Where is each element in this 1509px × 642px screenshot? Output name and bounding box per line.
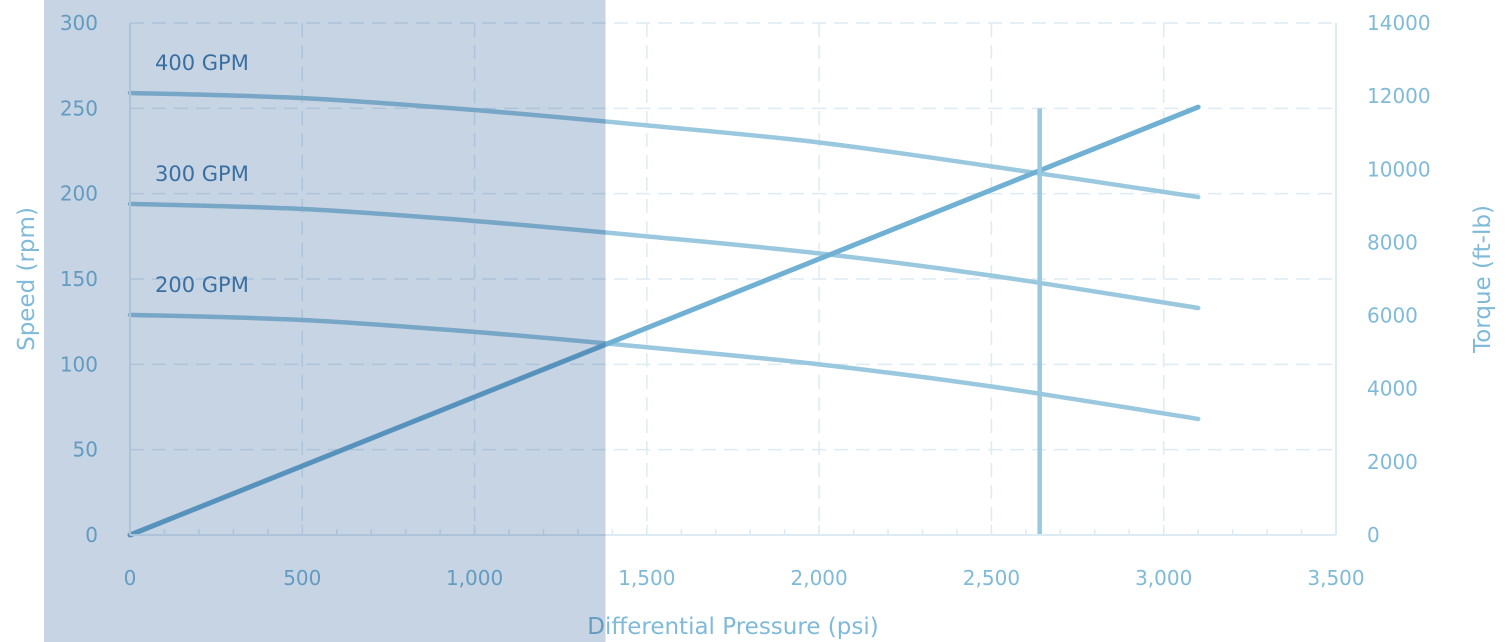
y2-axis-title: Torque (ft-lb) (1470, 205, 1496, 354)
y2-tick-label: 14000 (1367, 11, 1431, 35)
x-tick-label: 2,500 (963, 566, 1020, 590)
x-tick-label: 2,000 (791, 566, 848, 590)
x-tick-label: 3,500 (1307, 566, 1364, 590)
y2-tick-label: 0 (1367, 523, 1380, 547)
y2-tick-label: 4000 (1367, 377, 1418, 401)
y2-tick-label: 8000 (1367, 230, 1418, 254)
y2-tick-label: 2000 (1367, 450, 1418, 474)
shaded-region (44, 0, 606, 642)
y2-tick-label: 12000 (1367, 84, 1431, 108)
x-tick-label: 3,000 (1135, 566, 1192, 590)
x-tick-label: 1,500 (618, 566, 675, 590)
y2-tick-label: 10000 (1367, 157, 1431, 181)
x-axis-title: Differential Pressure (psi) (587, 614, 878, 640)
y-axis-title: Speed (rpm) (14, 207, 40, 351)
y2-tick-label: 6000 (1367, 304, 1418, 328)
